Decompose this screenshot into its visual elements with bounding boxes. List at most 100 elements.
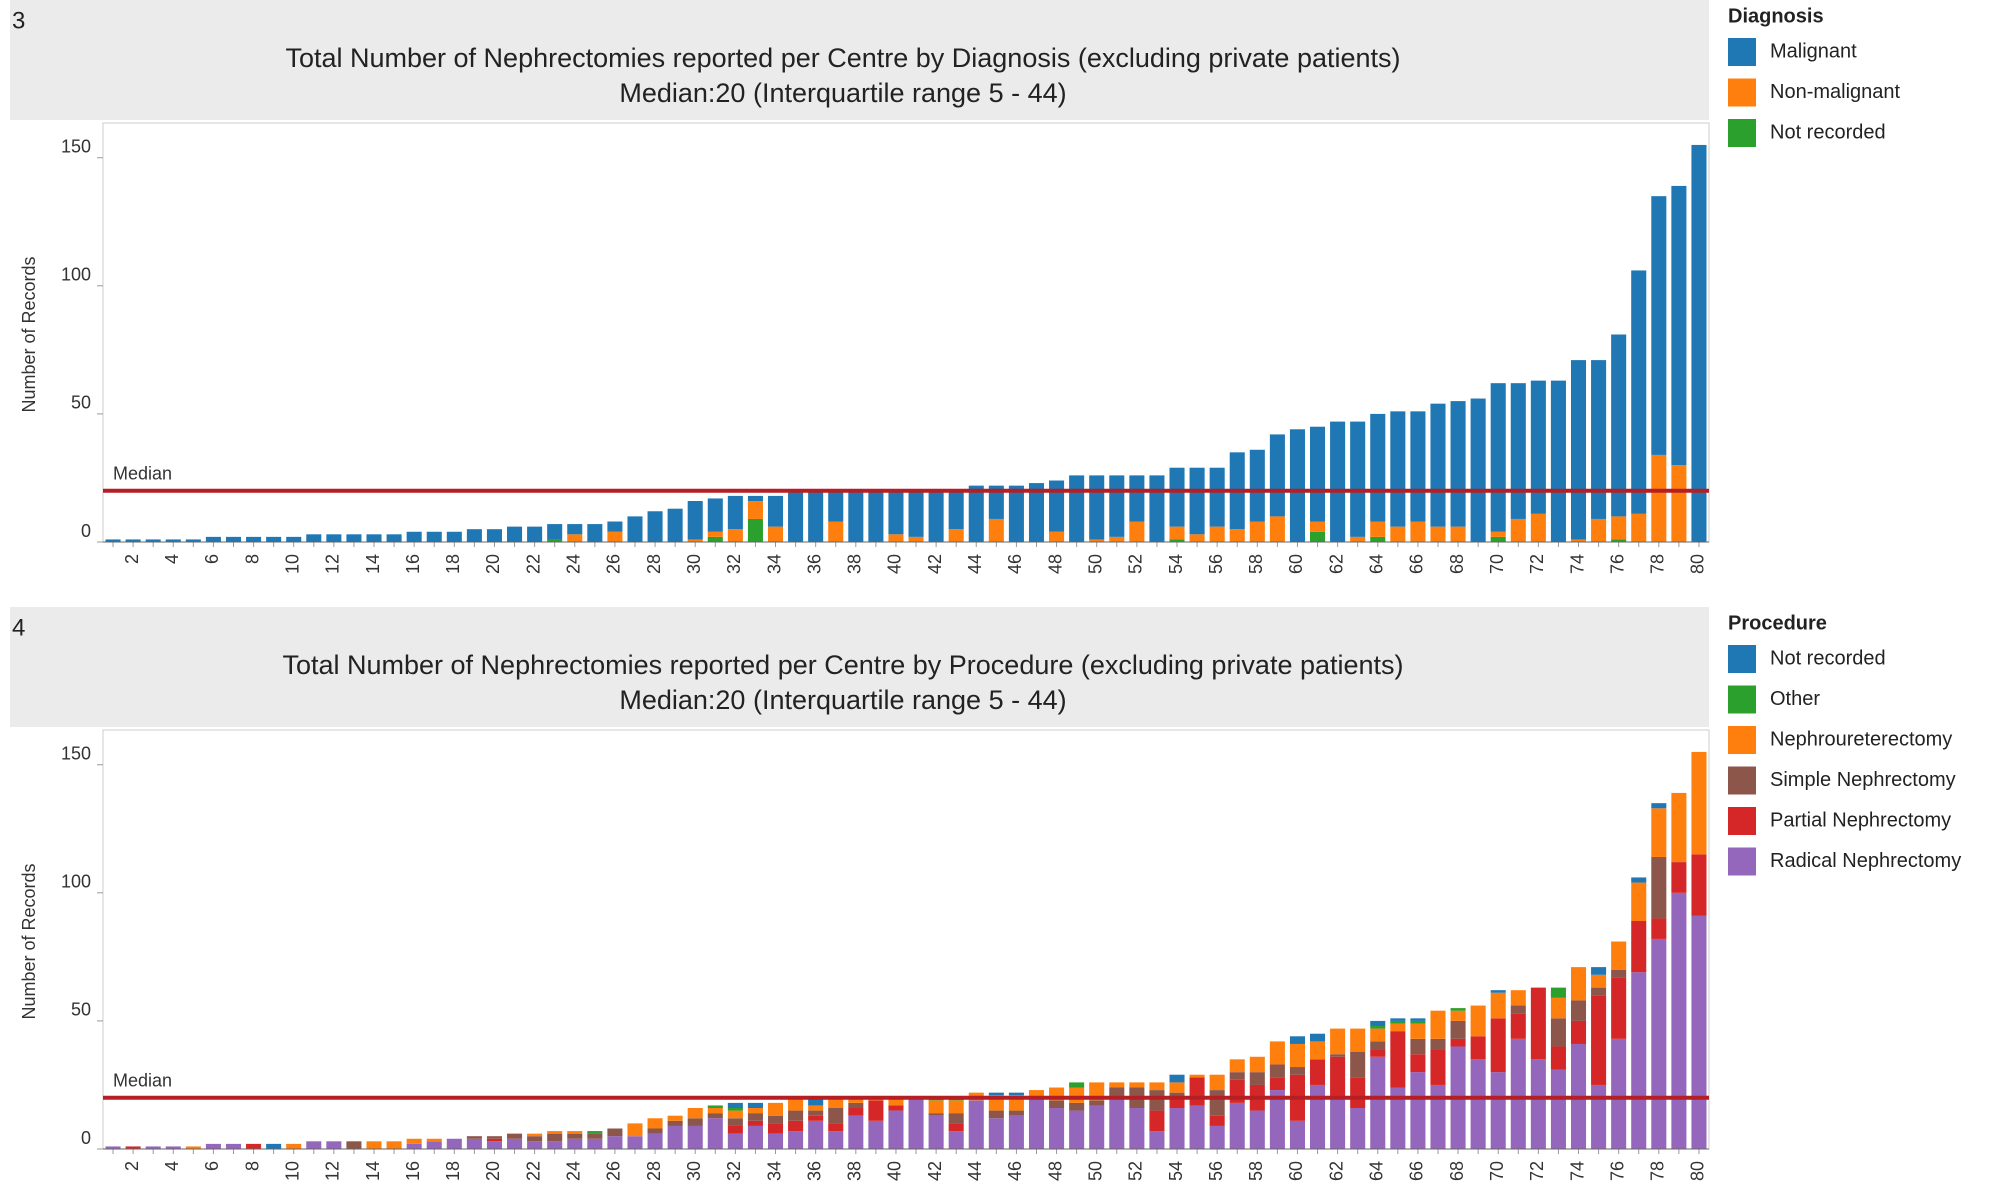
bar-segment	[486, 529, 502, 542]
x-tick-label: 68	[1447, 1161, 1467, 1181]
bar-segment	[1490, 990, 1506, 993]
bar-segment	[1229, 529, 1245, 542]
bar-segment	[1129, 475, 1145, 522]
x-tick-label: 14	[363, 1161, 383, 1181]
x-tick-label: 26	[604, 1161, 624, 1181]
bar-segment	[747, 1125, 763, 1149]
bar-segment	[527, 526, 543, 542]
bar-segment	[1209, 1090, 1225, 1116]
bar-segment	[707, 1113, 723, 1119]
y-tick-label: 100	[61, 265, 91, 285]
bar-segment	[446, 1138, 462, 1149]
bar-segment	[306, 534, 322, 542]
bar-segment	[1310, 426, 1326, 522]
bar-segment	[1129, 521, 1145, 542]
bar-segment	[1490, 1072, 1506, 1149]
bar-segment	[1289, 1036, 1305, 1044]
legend-title: Diagnosis	[1728, 5, 1824, 27]
bar-segment	[326, 1141, 342, 1149]
bar-segment	[1229, 1072, 1245, 1080]
bar-segment	[1089, 1100, 1105, 1106]
bar-segment	[1189, 1105, 1205, 1149]
x-tick-label: 16	[403, 554, 423, 574]
legend-label: Other	[1770, 688, 1820, 710]
bar-segment	[1169, 1097, 1185, 1109]
bar-segment	[1330, 1054, 1346, 1057]
bar-segment	[808, 490, 824, 542]
bar-segment	[727, 1118, 743, 1126]
x-tick-label: 6	[202, 554, 222, 564]
bar-segment	[567, 1131, 583, 1134]
bar-segment	[988, 1092, 1004, 1096]
bar-segment	[1169, 526, 1185, 540]
legend-label: Simple Nephrectomy	[1770, 769, 1956, 791]
bar-segment	[426, 1138, 442, 1142]
x-tick-label: 30	[684, 1161, 704, 1181]
bar-segment	[1570, 1000, 1587, 1021]
bar-segment	[1410, 1054, 1426, 1073]
bar-segment	[1450, 1020, 1466, 1039]
bar-segment	[1370, 1028, 1386, 1042]
bar-segment	[607, 1136, 623, 1149]
bar-segment	[366, 1141, 382, 1149]
legend-label: Non-malignant	[1770, 81, 1901, 103]
bar-segment	[1671, 465, 1687, 542]
bar-segment	[567, 524, 583, 535]
legend-swatch	[1728, 685, 1756, 714]
bar-segment	[1611, 969, 1627, 978]
bar-segment	[1350, 1028, 1366, 1052]
x-tick-label: 78	[1648, 1161, 1668, 1181]
bar-segment	[948, 490, 964, 530]
bar-segment	[1591, 987, 1607, 996]
bar-segment	[788, 1097, 804, 1111]
bar-segment	[326, 534, 342, 542]
bar-segment	[1209, 1115, 1225, 1126]
bar-segment	[567, 534, 583, 542]
x-tick-label: 50	[1085, 554, 1105, 574]
bar-segment	[908, 536, 924, 542]
bar-segment	[1028, 1097, 1045, 1149]
bar-segment	[406, 531, 422, 542]
bar-segment	[1109, 1082, 1125, 1088]
bar-segment	[1370, 536, 1386, 542]
bar-segment	[828, 1097, 844, 1109]
x-tick-label: 16	[403, 1161, 423, 1181]
bar-segment	[1490, 536, 1506, 542]
bar-segment	[1149, 1090, 1165, 1111]
bar-segment	[1310, 1059, 1326, 1085]
bar-segment	[587, 1138, 603, 1149]
bar-segment	[1189, 534, 1205, 542]
x-tick-label: 20	[483, 1161, 503, 1181]
bar-segment	[1169, 1082, 1185, 1093]
x-tick-label: 64	[1367, 554, 1387, 574]
x-tick-label: 78	[1648, 554, 1668, 574]
bar-segment	[1550, 1018, 1566, 1047]
x-tick-label: 80	[1688, 554, 1708, 574]
header-band	[10, 0, 1709, 120]
bar-segment	[426, 1141, 442, 1149]
bar-segment	[1049, 1100, 1065, 1109]
x-tick-label: 14	[363, 554, 383, 574]
bar-segment	[908, 1097, 924, 1149]
bar-segment	[1591, 995, 1607, 1085]
bar-segment	[1410, 411, 1426, 522]
x-tick-label: 34	[764, 1161, 784, 1181]
bar-segment	[607, 531, 623, 542]
x-tick-label: 48	[1045, 1161, 1065, 1181]
bar-segment	[667, 1120, 683, 1126]
x-tick-label: 72	[1527, 1161, 1547, 1181]
bar-segment	[486, 1141, 502, 1149]
legend-swatch	[1728, 119, 1756, 147]
bar-segment	[1350, 1108, 1366, 1149]
bar-segment	[687, 1125, 703, 1149]
bar-segment	[747, 1120, 763, 1126]
bar-segment	[266, 536, 282, 542]
bar-segment	[1410, 1072, 1426, 1149]
median-label: Median	[113, 1071, 172, 1091]
bar-segment	[1330, 1028, 1346, 1055]
bar-segment	[1350, 1051, 1366, 1078]
x-tick-label: 26	[604, 554, 624, 574]
bar-segment	[1691, 915, 1707, 1149]
bar-segment	[747, 501, 763, 519]
bar-segment	[707, 536, 723, 542]
